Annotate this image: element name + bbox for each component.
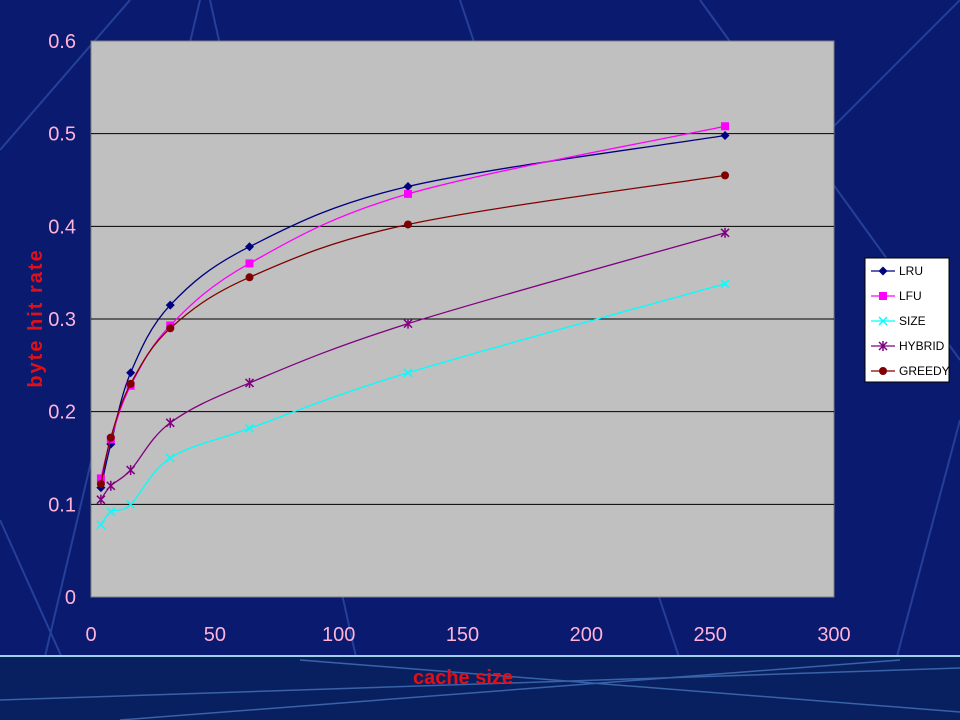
data-point-lru xyxy=(165,300,175,310)
data-point-hybrid xyxy=(96,494,106,505)
x-axis-title: cache size xyxy=(413,667,513,689)
legend-marker-lfu xyxy=(879,292,887,300)
data-point-lfu xyxy=(245,259,254,268)
legend-label: GREEDY xyxy=(899,364,950,378)
y-tick-label: 0.5 xyxy=(48,124,76,146)
data-point-lfu xyxy=(404,189,413,198)
y-axis-title: byte hit rate xyxy=(25,248,47,387)
x-tick-label: 150 xyxy=(446,624,479,646)
data-point-greedy xyxy=(721,171,730,180)
data-point-hybrid xyxy=(165,417,175,428)
legend-items: LRU LFU SIZE HYBRID GREEDY xyxy=(871,264,950,378)
data-point-lru xyxy=(245,242,255,252)
data-point-greedy xyxy=(166,324,175,333)
x-tick-label: 100 xyxy=(322,624,355,646)
legend-label: HYBRID xyxy=(899,339,945,353)
gridlines xyxy=(91,133,834,505)
legend-item-lru: LRU xyxy=(871,264,923,278)
series-line-lfu xyxy=(100,125,726,479)
data-point-lru xyxy=(403,181,413,191)
legend-item-size: SIZE xyxy=(871,314,926,328)
data-point-greedy xyxy=(106,433,115,442)
y-tick-label: 0.6 xyxy=(48,31,76,53)
data-point-size xyxy=(126,499,136,509)
x-tick-label: 300 xyxy=(817,624,850,646)
data-point-hybrid xyxy=(126,465,136,476)
legend-marker-greedy xyxy=(879,367,887,375)
legend-item-lfu: LFU xyxy=(871,289,922,303)
data-point-size xyxy=(244,423,255,433)
data-point-hybrid xyxy=(403,318,413,329)
y-axis-ticks: 0 0.1 0.2 0.3 0.4 0.5 0.6 xyxy=(48,31,76,609)
data-point-size xyxy=(165,453,175,463)
y-tick-label: 0 xyxy=(65,587,76,609)
series-group xyxy=(96,122,730,530)
data-point-size xyxy=(96,520,106,530)
data-point-lfu xyxy=(96,474,105,483)
data-point-hybrid xyxy=(244,377,255,388)
y-tick-label: 0.1 xyxy=(48,494,76,516)
y-tick-label: 0.3 xyxy=(48,309,76,331)
series-line-greedy xyxy=(100,174,726,485)
data-point-hybrid xyxy=(720,227,730,238)
data-point-lru xyxy=(126,368,136,378)
data-point-lfu xyxy=(721,122,730,131)
data-point-lru xyxy=(720,131,730,141)
legend-marker-lru xyxy=(878,266,888,276)
data-point-size xyxy=(720,279,730,289)
data-point-greedy xyxy=(404,220,413,229)
data-point-greedy xyxy=(126,379,135,388)
x-axis-ticks: 0 50 100 150 200 250 300 xyxy=(85,624,850,646)
legend-label: LRU xyxy=(899,264,923,278)
data-point-greedy xyxy=(245,273,254,282)
data-point-size xyxy=(106,507,116,517)
data-point-hybrid xyxy=(106,480,116,491)
legend-item-greedy: GREEDY xyxy=(871,364,950,378)
legend-label: SIZE xyxy=(899,314,926,328)
legend-label: LFU xyxy=(899,289,922,303)
y-tick-label: 0.2 xyxy=(48,402,76,424)
legend-marker-size xyxy=(878,316,888,326)
legend-box xyxy=(864,257,950,383)
x-tick-label: 250 xyxy=(693,624,726,646)
x-tick-label: 0 xyxy=(85,624,96,646)
legend-marker-hybrid xyxy=(878,341,888,351)
legend-item-hybrid: HYBRID xyxy=(871,339,945,353)
x-tick-label: 50 xyxy=(204,624,226,646)
data-point-size xyxy=(403,368,413,378)
data-point-greedy xyxy=(96,479,105,488)
x-tick-label: 200 xyxy=(570,624,603,646)
y-tick-label: 0.4 xyxy=(48,216,76,238)
series-line-size xyxy=(100,283,726,526)
legend: LRU LFU SIZE HYBRID GREEDY xyxy=(864,257,950,383)
